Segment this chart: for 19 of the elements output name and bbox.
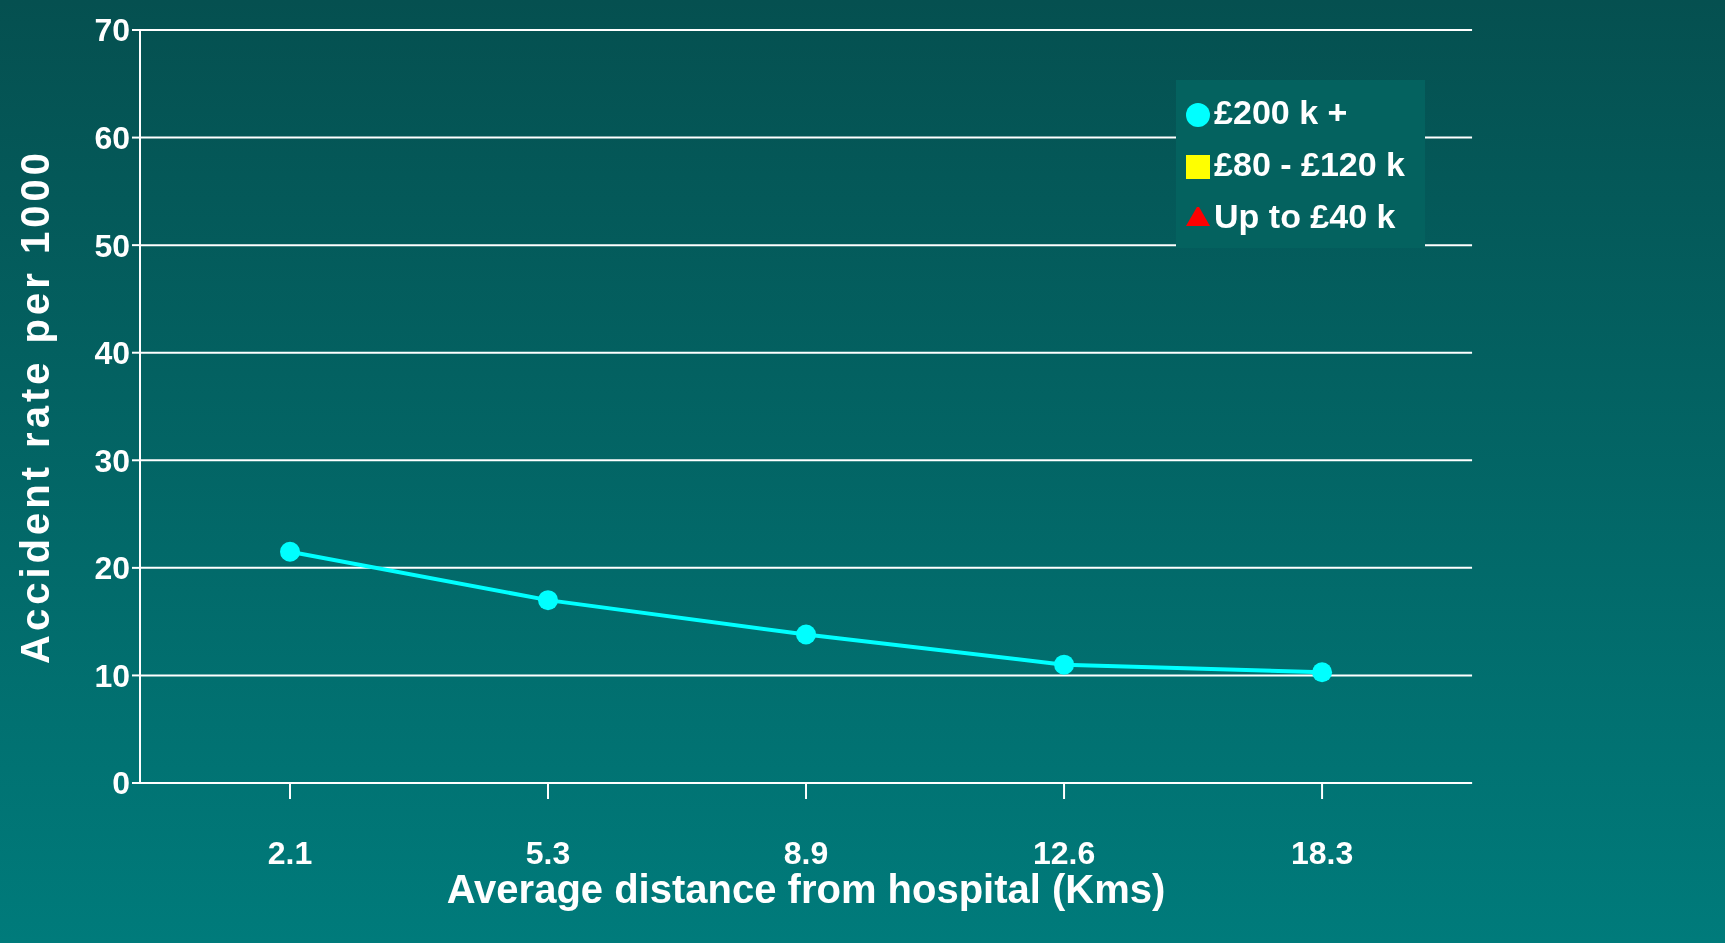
y-tick-label: 30 (94, 442, 130, 479)
legend-label: £80 - £120 k (1214, 145, 1405, 183)
point (796, 624, 817, 645)
y-tick-label: 50 (94, 227, 130, 264)
x-tick-label: 2.1 (267, 834, 313, 871)
y-tick-label: 0 (112, 765, 130, 802)
point (280, 541, 300, 562)
x-tick-label: 18.3 (1290, 834, 1354, 871)
y-axis-title: Accident rate per 1000 (13, 149, 58, 664)
y-tick-label: 20 (94, 550, 130, 587)
legend-label: Up to £40 k (1214, 197, 1396, 235)
point (1312, 662, 1333, 683)
y-tick-label: 40 (94, 335, 130, 372)
y-tick-label: 10 (94, 657, 130, 694)
y-tick-label: 60 (94, 119, 130, 156)
point (1054, 654, 1075, 675)
point (538, 590, 559, 611)
y-tick-label: 70 (94, 12, 130, 49)
legend-label: £200 k + (1214, 93, 1348, 131)
